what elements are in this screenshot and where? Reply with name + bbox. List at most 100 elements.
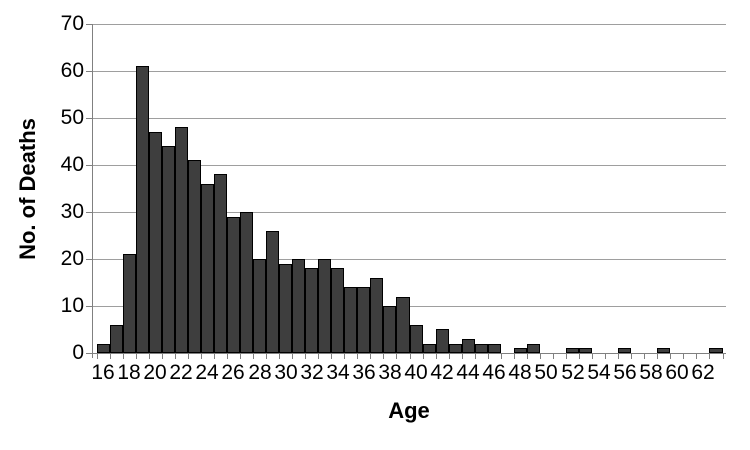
x-tick-label: 40 [404, 361, 428, 384]
bar [305, 268, 318, 353]
x-tick-mark [475, 353, 476, 359]
gridline [92, 259, 726, 260]
x-tick-mark [370, 353, 371, 359]
x-tick-mark [344, 353, 345, 359]
x-tick-mark [396, 353, 397, 359]
x-tick-mark [410, 353, 411, 359]
x-tick-mark [123, 353, 124, 359]
x-tick-label: 50 [534, 361, 558, 384]
x-tick-mark [657, 353, 658, 359]
x-tick-mark [97, 353, 98, 359]
gridline [92, 24, 726, 25]
x-tick-mark [383, 353, 384, 359]
bar [188, 160, 201, 353]
bar [136, 66, 149, 353]
y-axis-line [92, 24, 93, 358]
x-tick-label: 46 [482, 361, 506, 384]
x-tick-mark [188, 353, 189, 359]
x-tick-mark [318, 353, 319, 359]
x-tick-mark [227, 353, 228, 359]
x-tick-mark [449, 353, 450, 359]
x-tick-label: 16 [91, 361, 115, 384]
x-tick-mark [149, 353, 150, 359]
y-tick-label: 10 [60, 294, 84, 317]
x-tick-label: 58 [639, 361, 663, 384]
x-tick-mark [305, 353, 306, 359]
y-tick-mark [86, 259, 92, 260]
bar [123, 254, 136, 353]
y-tick-label: 50 [60, 106, 84, 129]
bar [462, 339, 475, 353]
gridline [92, 71, 726, 72]
x-tick-mark [240, 353, 241, 359]
bar [344, 287, 357, 353]
x-tick-label: 42 [430, 361, 454, 384]
x-tick-mark [527, 353, 528, 359]
x-tick-mark [331, 353, 332, 359]
bar [97, 344, 110, 353]
y-tick-mark [86, 306, 92, 307]
x-tick-mark [110, 353, 111, 359]
x-tick-label: 22 [169, 361, 193, 384]
bar [449, 344, 462, 353]
bar [214, 174, 227, 353]
bar [436, 329, 449, 353]
bar [357, 287, 370, 353]
x-tick-label: 52 [561, 361, 585, 384]
y-tick-mark [86, 118, 92, 119]
x-tick-mark [266, 353, 267, 359]
x-tick-mark [501, 353, 502, 359]
x-tick-mark [175, 353, 176, 359]
bar [566, 348, 579, 353]
x-tick-mark [423, 353, 424, 359]
x-tick-mark [214, 353, 215, 359]
bar [331, 268, 344, 353]
x-tick-mark [709, 353, 710, 359]
y-tick-mark [86, 24, 92, 25]
x-tick-mark [618, 353, 619, 359]
x-tick-mark [253, 353, 254, 359]
x-tick-mark [292, 353, 293, 359]
y-tick-mark [86, 353, 92, 354]
y-tick-label: 60 [60, 59, 84, 82]
bar [370, 278, 383, 353]
bar [396, 297, 410, 353]
bar [423, 344, 436, 353]
bar [579, 348, 592, 353]
x-tick-label: 30 [274, 361, 298, 384]
x-tick-mark [436, 353, 437, 359]
bar [149, 132, 162, 353]
x-tick-label: 44 [456, 361, 480, 384]
bar [110, 325, 123, 353]
x-tick-mark [162, 353, 163, 359]
x-tick-mark [462, 353, 463, 359]
x-tick-mark [566, 353, 567, 359]
x-tick-label: 18 [117, 361, 141, 384]
bar [657, 348, 670, 353]
x-tick-mark [136, 353, 137, 359]
x-tick-label: 34 [326, 361, 350, 384]
bar [475, 344, 488, 353]
x-tick-mark [723, 353, 724, 359]
x-tick-label: 54 [587, 361, 611, 384]
x-tick-mark [488, 353, 489, 359]
bar [266, 231, 279, 353]
x-tick-label: 36 [352, 361, 376, 384]
x-tick-mark [631, 353, 632, 359]
x-tick-mark [514, 353, 515, 359]
bar [383, 306, 396, 353]
x-tick-label: 48 [508, 361, 532, 384]
y-tick-label: 30 [60, 200, 84, 223]
bar [527, 344, 540, 353]
gridline [92, 212, 726, 213]
bar [162, 146, 175, 353]
x-tick-label: 56 [613, 361, 637, 384]
bar [292, 259, 305, 353]
y-tick-label: 0 [72, 341, 84, 364]
bar [709, 348, 723, 353]
x-tick-label: 60 [665, 361, 689, 384]
bar [279, 264, 292, 353]
y-tick-label: 70 [60, 12, 84, 35]
x-tick-mark [605, 353, 606, 359]
x-tick-mark [357, 353, 358, 359]
